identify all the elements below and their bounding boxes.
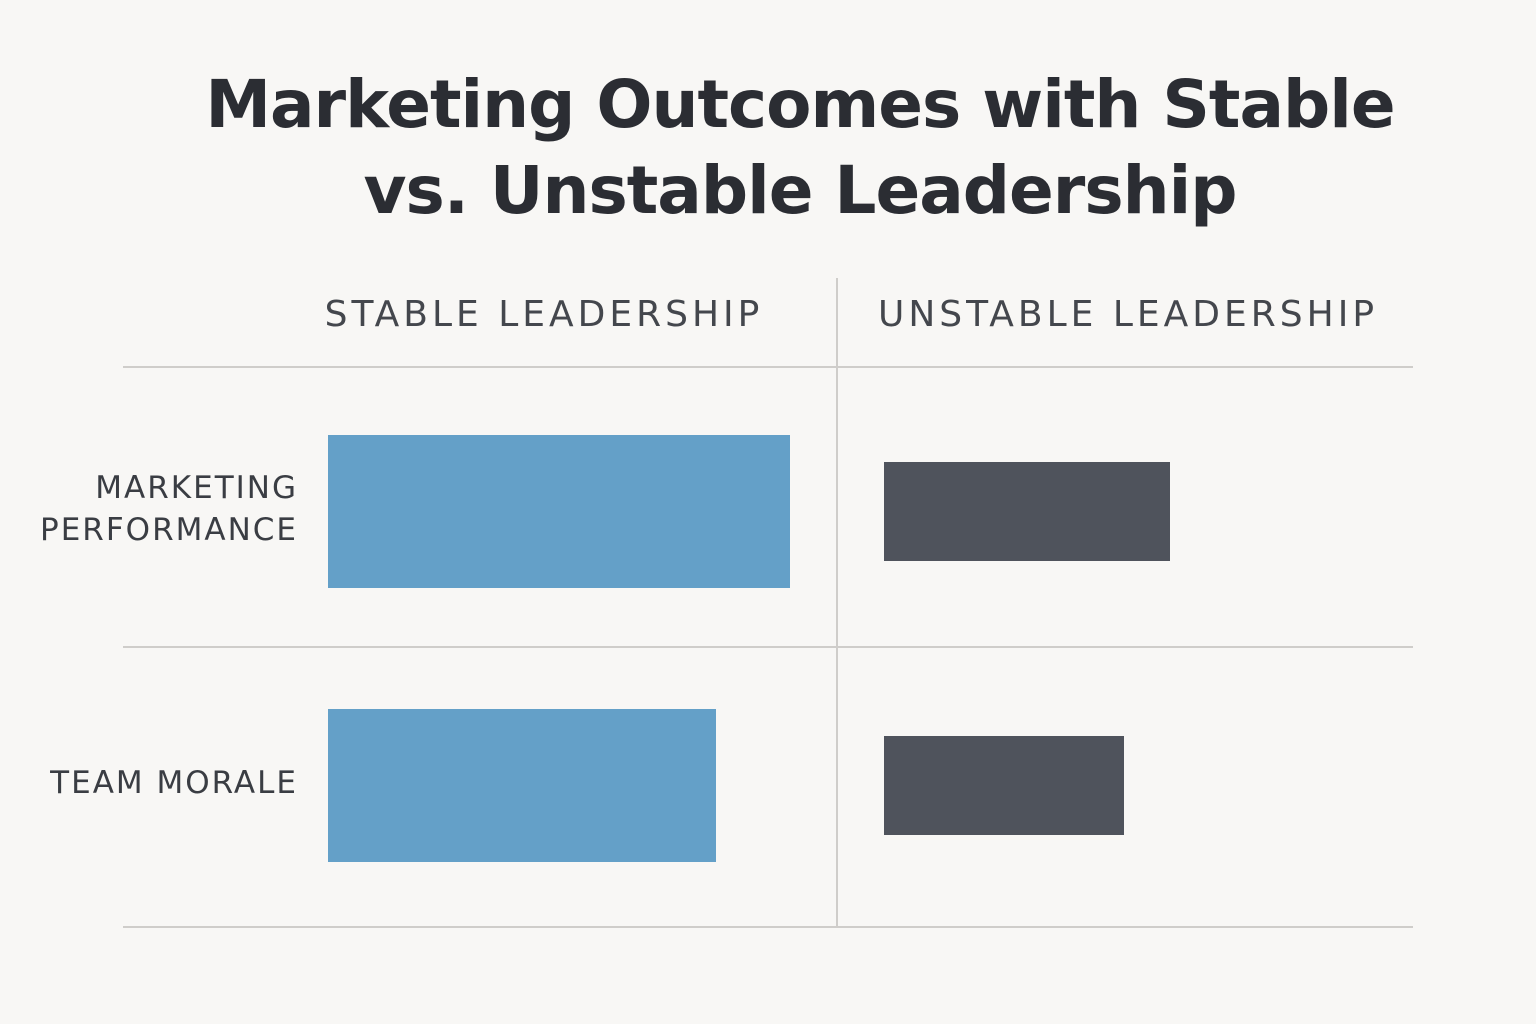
bar [884, 461, 1171, 561]
row-divider [123, 926, 1413, 928]
legend-entry: STABLE LEADERSHIP [324, 294, 764, 335]
chart-title: Marketing Outcomes with Stable vs. Unsta… [205, 66, 1395, 229]
bar [328, 434, 790, 588]
row-divider [123, 366, 1413, 368]
column-divider [836, 278, 838, 927]
row-label: MARKETING PERFORMANCE [40, 470, 298, 548]
row-divider [123, 646, 1413, 648]
bar [328, 708, 717, 862]
bar [884, 735, 1125, 835]
row-label: TEAM MORALE [50, 765, 298, 801]
legend-entry: UNSTABLE LEADERSHIP [877, 294, 1379, 335]
